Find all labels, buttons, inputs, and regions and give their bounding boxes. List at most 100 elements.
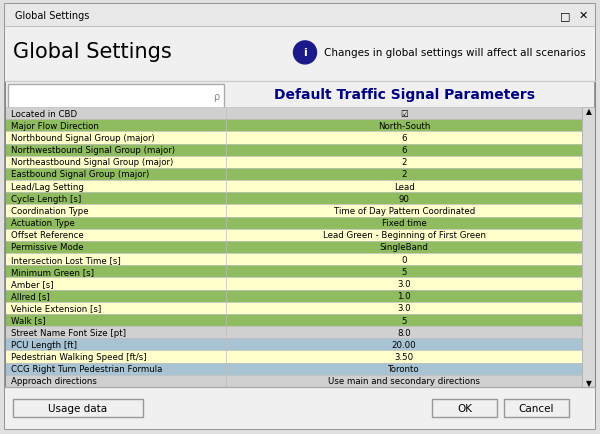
- Text: Permissive Mode: Permissive Mode: [11, 243, 83, 252]
- FancyBboxPatch shape: [226, 229, 582, 241]
- FancyBboxPatch shape: [5, 205, 226, 217]
- Text: North-South: North-South: [378, 122, 430, 131]
- Text: 0: 0: [401, 255, 407, 264]
- Text: Street Name Font Size [pt]: Street Name Font Size [pt]: [11, 328, 126, 337]
- Text: 20.00: 20.00: [392, 340, 416, 349]
- FancyBboxPatch shape: [226, 205, 582, 217]
- FancyBboxPatch shape: [226, 217, 582, 229]
- Text: Fixed time: Fixed time: [382, 219, 427, 227]
- FancyBboxPatch shape: [13, 399, 143, 417]
- Text: CCG Right Turn Pedestrian Formula: CCG Right Turn Pedestrian Formula: [11, 365, 163, 373]
- FancyBboxPatch shape: [5, 5, 595, 27]
- Text: Cycle Length [s]: Cycle Length [s]: [11, 194, 81, 204]
- FancyBboxPatch shape: [226, 290, 582, 302]
- FancyBboxPatch shape: [226, 108, 582, 120]
- FancyBboxPatch shape: [5, 120, 226, 132]
- FancyBboxPatch shape: [226, 132, 582, 144]
- FancyBboxPatch shape: [5, 217, 226, 229]
- FancyBboxPatch shape: [226, 314, 582, 326]
- FancyBboxPatch shape: [582, 108, 595, 387]
- FancyBboxPatch shape: [5, 290, 226, 302]
- Text: 6: 6: [401, 146, 407, 155]
- Text: Northwestbound Signal Group (major): Northwestbound Signal Group (major): [11, 146, 175, 155]
- Text: Amber [s]: Amber [s]: [11, 279, 53, 288]
- Text: Global Settings: Global Settings: [13, 42, 172, 62]
- Text: Major Flow Direction: Major Flow Direction: [11, 122, 99, 131]
- FancyBboxPatch shape: [5, 108, 226, 120]
- Text: Global Settings: Global Settings: [15, 11, 89, 21]
- FancyBboxPatch shape: [226, 82, 582, 108]
- FancyBboxPatch shape: [226, 278, 582, 290]
- FancyBboxPatch shape: [5, 351, 226, 363]
- Text: Northeastbound Signal Group (major): Northeastbound Signal Group (major): [11, 158, 173, 167]
- Text: Coordination Type: Coordination Type: [11, 207, 89, 216]
- FancyBboxPatch shape: [226, 326, 582, 339]
- Text: Offset Reference: Offset Reference: [11, 231, 84, 240]
- FancyBboxPatch shape: [226, 168, 582, 181]
- FancyBboxPatch shape: [5, 181, 226, 193]
- FancyBboxPatch shape: [226, 339, 582, 351]
- Text: OK: OK: [457, 403, 472, 413]
- Text: Pedestrian Walking Speed [ft/s]: Pedestrian Walking Speed [ft/s]: [11, 352, 146, 361]
- FancyBboxPatch shape: [226, 266, 582, 278]
- Text: Walk [s]: Walk [s]: [11, 316, 46, 325]
- Text: 6: 6: [401, 134, 407, 143]
- Text: 3.50: 3.50: [395, 352, 413, 361]
- Text: Toronto: Toronto: [388, 365, 420, 373]
- FancyBboxPatch shape: [5, 241, 226, 253]
- Text: PCU Length [ft]: PCU Length [ft]: [11, 340, 77, 349]
- Circle shape: [293, 42, 317, 65]
- Text: Allred [s]: Allred [s]: [11, 292, 50, 300]
- Text: Time of Day Pattern Coordinated: Time of Day Pattern Coordinated: [334, 207, 475, 216]
- FancyBboxPatch shape: [226, 144, 582, 156]
- FancyBboxPatch shape: [226, 253, 582, 266]
- Text: Approach directions: Approach directions: [11, 377, 97, 385]
- Text: Lead Green - Beginning of First Green: Lead Green - Beginning of First Green: [323, 231, 485, 240]
- Text: SingleBand: SingleBand: [380, 243, 428, 252]
- FancyBboxPatch shape: [432, 399, 497, 417]
- FancyBboxPatch shape: [226, 351, 582, 363]
- Text: 2: 2: [401, 170, 407, 179]
- Text: Northbound Signal Group (major): Northbound Signal Group (major): [11, 134, 155, 143]
- Text: 1.0: 1.0: [397, 292, 411, 300]
- Text: ✕: ✕: [578, 11, 587, 21]
- FancyBboxPatch shape: [5, 5, 595, 429]
- FancyBboxPatch shape: [5, 326, 226, 339]
- FancyBboxPatch shape: [5, 278, 226, 290]
- FancyBboxPatch shape: [5, 229, 226, 241]
- Text: Changes in global settings will affect all scenarios: Changes in global settings will affect a…: [325, 48, 586, 58]
- Text: i: i: [303, 48, 307, 58]
- FancyBboxPatch shape: [226, 193, 582, 205]
- FancyBboxPatch shape: [226, 241, 582, 253]
- Text: ▼: ▼: [586, 378, 592, 388]
- FancyBboxPatch shape: [5, 27, 595, 82]
- Text: ☑: ☑: [400, 109, 408, 118]
- Text: 5: 5: [401, 267, 407, 276]
- Text: Located in CBD: Located in CBD: [11, 109, 77, 118]
- Text: 3.0: 3.0: [397, 304, 411, 312]
- FancyBboxPatch shape: [8, 85, 224, 109]
- Text: Usage data: Usage data: [49, 403, 107, 413]
- FancyBboxPatch shape: [5, 266, 226, 278]
- FancyBboxPatch shape: [226, 375, 582, 387]
- Text: Default Traffic Signal Parameters: Default Traffic Signal Parameters: [274, 88, 535, 102]
- FancyBboxPatch shape: [5, 375, 226, 387]
- FancyBboxPatch shape: [5, 363, 226, 375]
- FancyBboxPatch shape: [5, 387, 595, 429]
- Text: Intersection Lost Time [s]: Intersection Lost Time [s]: [11, 255, 121, 264]
- Text: Lead/Lag Setting: Lead/Lag Setting: [11, 182, 84, 191]
- FancyBboxPatch shape: [5, 168, 226, 181]
- FancyBboxPatch shape: [504, 399, 569, 417]
- FancyBboxPatch shape: [5, 156, 226, 168]
- Text: ρ: ρ: [213, 92, 220, 102]
- FancyBboxPatch shape: [226, 363, 582, 375]
- FancyBboxPatch shape: [5, 314, 226, 326]
- FancyBboxPatch shape: [5, 339, 226, 351]
- FancyBboxPatch shape: [5, 253, 226, 266]
- FancyBboxPatch shape: [5, 144, 226, 156]
- FancyBboxPatch shape: [5, 302, 226, 314]
- Text: 3.0: 3.0: [397, 279, 411, 288]
- Text: 2: 2: [401, 158, 407, 167]
- Text: Actuation Type: Actuation Type: [11, 219, 75, 227]
- Text: Use main and secondary directions: Use main and secondary directions: [328, 377, 480, 385]
